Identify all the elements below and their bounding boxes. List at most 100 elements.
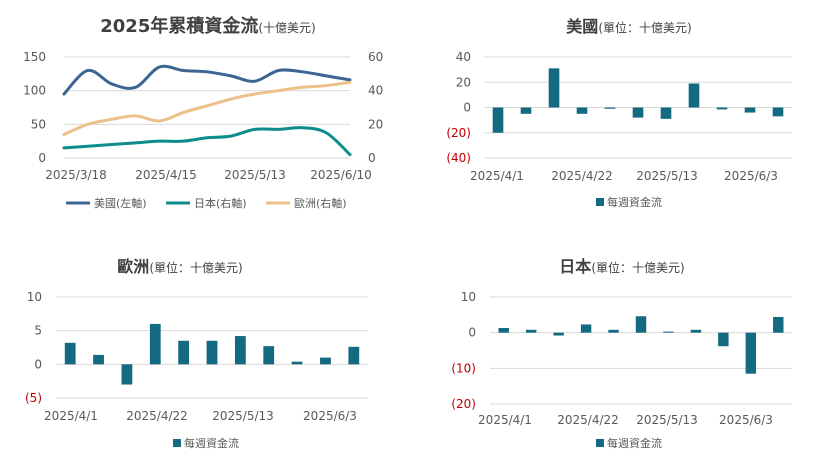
bar <box>663 331 674 333</box>
panel-4-legend: 每週資金流 <box>596 436 662 450</box>
panel-3-gridlines <box>56 296 368 399</box>
legend-label-europe: 歐洲(右軸) <box>294 196 347 210</box>
bar <box>580 324 592 333</box>
panel-2-gridlines <box>484 56 792 159</box>
panel-3-legend: 每週資金流 <box>173 436 239 450</box>
series-line-japan <box>62 126 352 157</box>
bar <box>716 107 728 110</box>
panel-1-right-axis: 0 20 40 60 <box>368 50 383 165</box>
panel-3-y-axis: 10 5 0 (5) <box>25 290 42 405</box>
left-axis-tick-label: 0 <box>38 151 46 165</box>
bar <box>688 83 700 108</box>
panel-japan: 日本(單位：十億美元) 10 0 (10) (20) 2025/4/1 2025/4/2… <box>451 257 792 450</box>
bar <box>745 332 757 374</box>
x-axis-tick-label: 2025/4/1 <box>478 413 532 427</box>
y-axis-tick-label: 5 <box>34 324 42 338</box>
panel-1-series <box>62 64 352 157</box>
x-axis-tick-label: 2025/4/22 <box>551 169 613 183</box>
x-axis-tick-label: 2025/6/3 <box>303 409 357 423</box>
x-axis-tick-label: 2025/6/3 <box>719 413 773 427</box>
y-axis-tick-label: (20) <box>451 397 476 411</box>
bar <box>206 340 218 365</box>
panel-4-bars <box>498 316 784 374</box>
panel-1-left-axis: 0 50 100 150 <box>23 50 46 165</box>
legend-label-us: 美國(左軸) <box>94 196 147 210</box>
bar <box>178 340 190 365</box>
y-axis-tick-label: (5) <box>25 391 42 405</box>
bar <box>632 107 644 118</box>
bar <box>576 107 588 114</box>
panel-2-legend: 每週資金流 <box>596 195 662 209</box>
bar <box>608 329 619 333</box>
legend-label-weekly: 每週資金流 <box>184 436 239 450</box>
series-line-us <box>62 64 352 96</box>
bar <box>635 316 647 333</box>
bar <box>772 107 784 117</box>
left-axis-tick-label: 50 <box>31 117 46 131</box>
x-axis-tick-label: 2025/4/22 <box>126 409 188 423</box>
x-axis-tick-label: 2025/4/1 <box>44 409 98 423</box>
bar <box>525 329 537 333</box>
bar <box>348 346 360 365</box>
panel-2-bars <box>492 68 784 133</box>
bar <box>291 361 303 365</box>
x-axis-tick-label: 2025/3/18 <box>45 168 107 182</box>
x-axis-tick-label: 2025/6/10 <box>310 168 372 182</box>
y-axis-tick-label: (40) <box>446 151 471 165</box>
panel-3-bars <box>64 323 360 385</box>
bar <box>498 328 509 333</box>
bar <box>520 107 532 114</box>
panel-2-title: 美國(單位：十億美元) <box>566 17 691 36</box>
panel-cumulative: 2025年累積資金流(十億美元) 0 50 100 150 0 20 40 60 2025/… <box>23 15 383 210</box>
bar <box>718 332 729 347</box>
y-axis-tick-label: 0 <box>34 357 42 371</box>
bar <box>234 336 246 365</box>
bar <box>93 354 104 365</box>
bar <box>320 357 331 365</box>
legend-label-weekly: 每週資金流 <box>607 195 662 209</box>
bar <box>553 332 564 336</box>
left-axis-tick-label: 100 <box>23 84 46 98</box>
panel-2-y-axis: 40 20 0 (20) (40) <box>446 50 471 165</box>
panel-4-y-axis: 10 0 (10) (20) <box>451 290 476 411</box>
panel-1-legend: 美國(左軸) 日本(右軸) 歐洲(右軸) <box>66 196 347 210</box>
legend-swatch-weekly <box>596 439 604 447</box>
right-axis-tick-label: 40 <box>368 84 383 98</box>
legend-swatch-weekly <box>596 198 604 206</box>
panel-3-x-axis: 2025/4/1 2025/4/22 2025/5/13 2025/6/3 <box>44 409 357 423</box>
bar <box>492 107 504 133</box>
panel-1-x-axis: 2025/3/18 2025/4/15 2025/5/13 2025/6/10 <box>45 168 372 182</box>
x-axis-tick-label: 2025/6/3 <box>724 169 778 183</box>
panel-1-gridlines <box>64 56 350 159</box>
bar <box>744 107 756 113</box>
x-axis-tick-label: 2025/5/13 <box>212 409 274 423</box>
y-axis-tick-label: (10) <box>451 361 476 375</box>
y-axis-tick-label: 0 <box>468 326 476 340</box>
panel-1-title: 2025年累積資金流(十億美元) <box>100 15 315 37</box>
x-axis-tick-label: 2025/4/22 <box>557 413 619 427</box>
panel-4-gridlines <box>490 296 792 405</box>
bar <box>64 342 76 365</box>
bar <box>660 107 672 119</box>
y-axis-tick-label: 40 <box>456 50 471 64</box>
bar <box>604 107 616 109</box>
y-axis-tick-label: 10 <box>27 290 42 304</box>
bar <box>773 316 784 333</box>
legend-label-japan: 日本(右軸) <box>194 196 247 210</box>
panel-4-x-axis: 2025/4/1 2025/4/22 2025/5/13 2025/6/3 <box>478 413 773 427</box>
bar <box>149 323 161 365</box>
panel-2-x-axis: 2025/4/1 2025/4/22 2025/5/13 2025/6/3 <box>470 169 778 183</box>
y-axis-tick-label: 10 <box>461 290 476 304</box>
x-axis-tick-label: 2025/5/13 <box>224 168 286 182</box>
y-axis-tick-label: (20) <box>446 126 471 140</box>
y-axis-tick-label: 0 <box>463 101 471 115</box>
series-line-europe <box>62 80 352 136</box>
legend-label-weekly: 每週資金流 <box>607 436 662 450</box>
panel-3-title: 歐洲(單位：十億美元) <box>117 257 242 276</box>
right-axis-tick-label: 60 <box>368 50 383 64</box>
right-axis-tick-label: 0 <box>368 151 376 165</box>
